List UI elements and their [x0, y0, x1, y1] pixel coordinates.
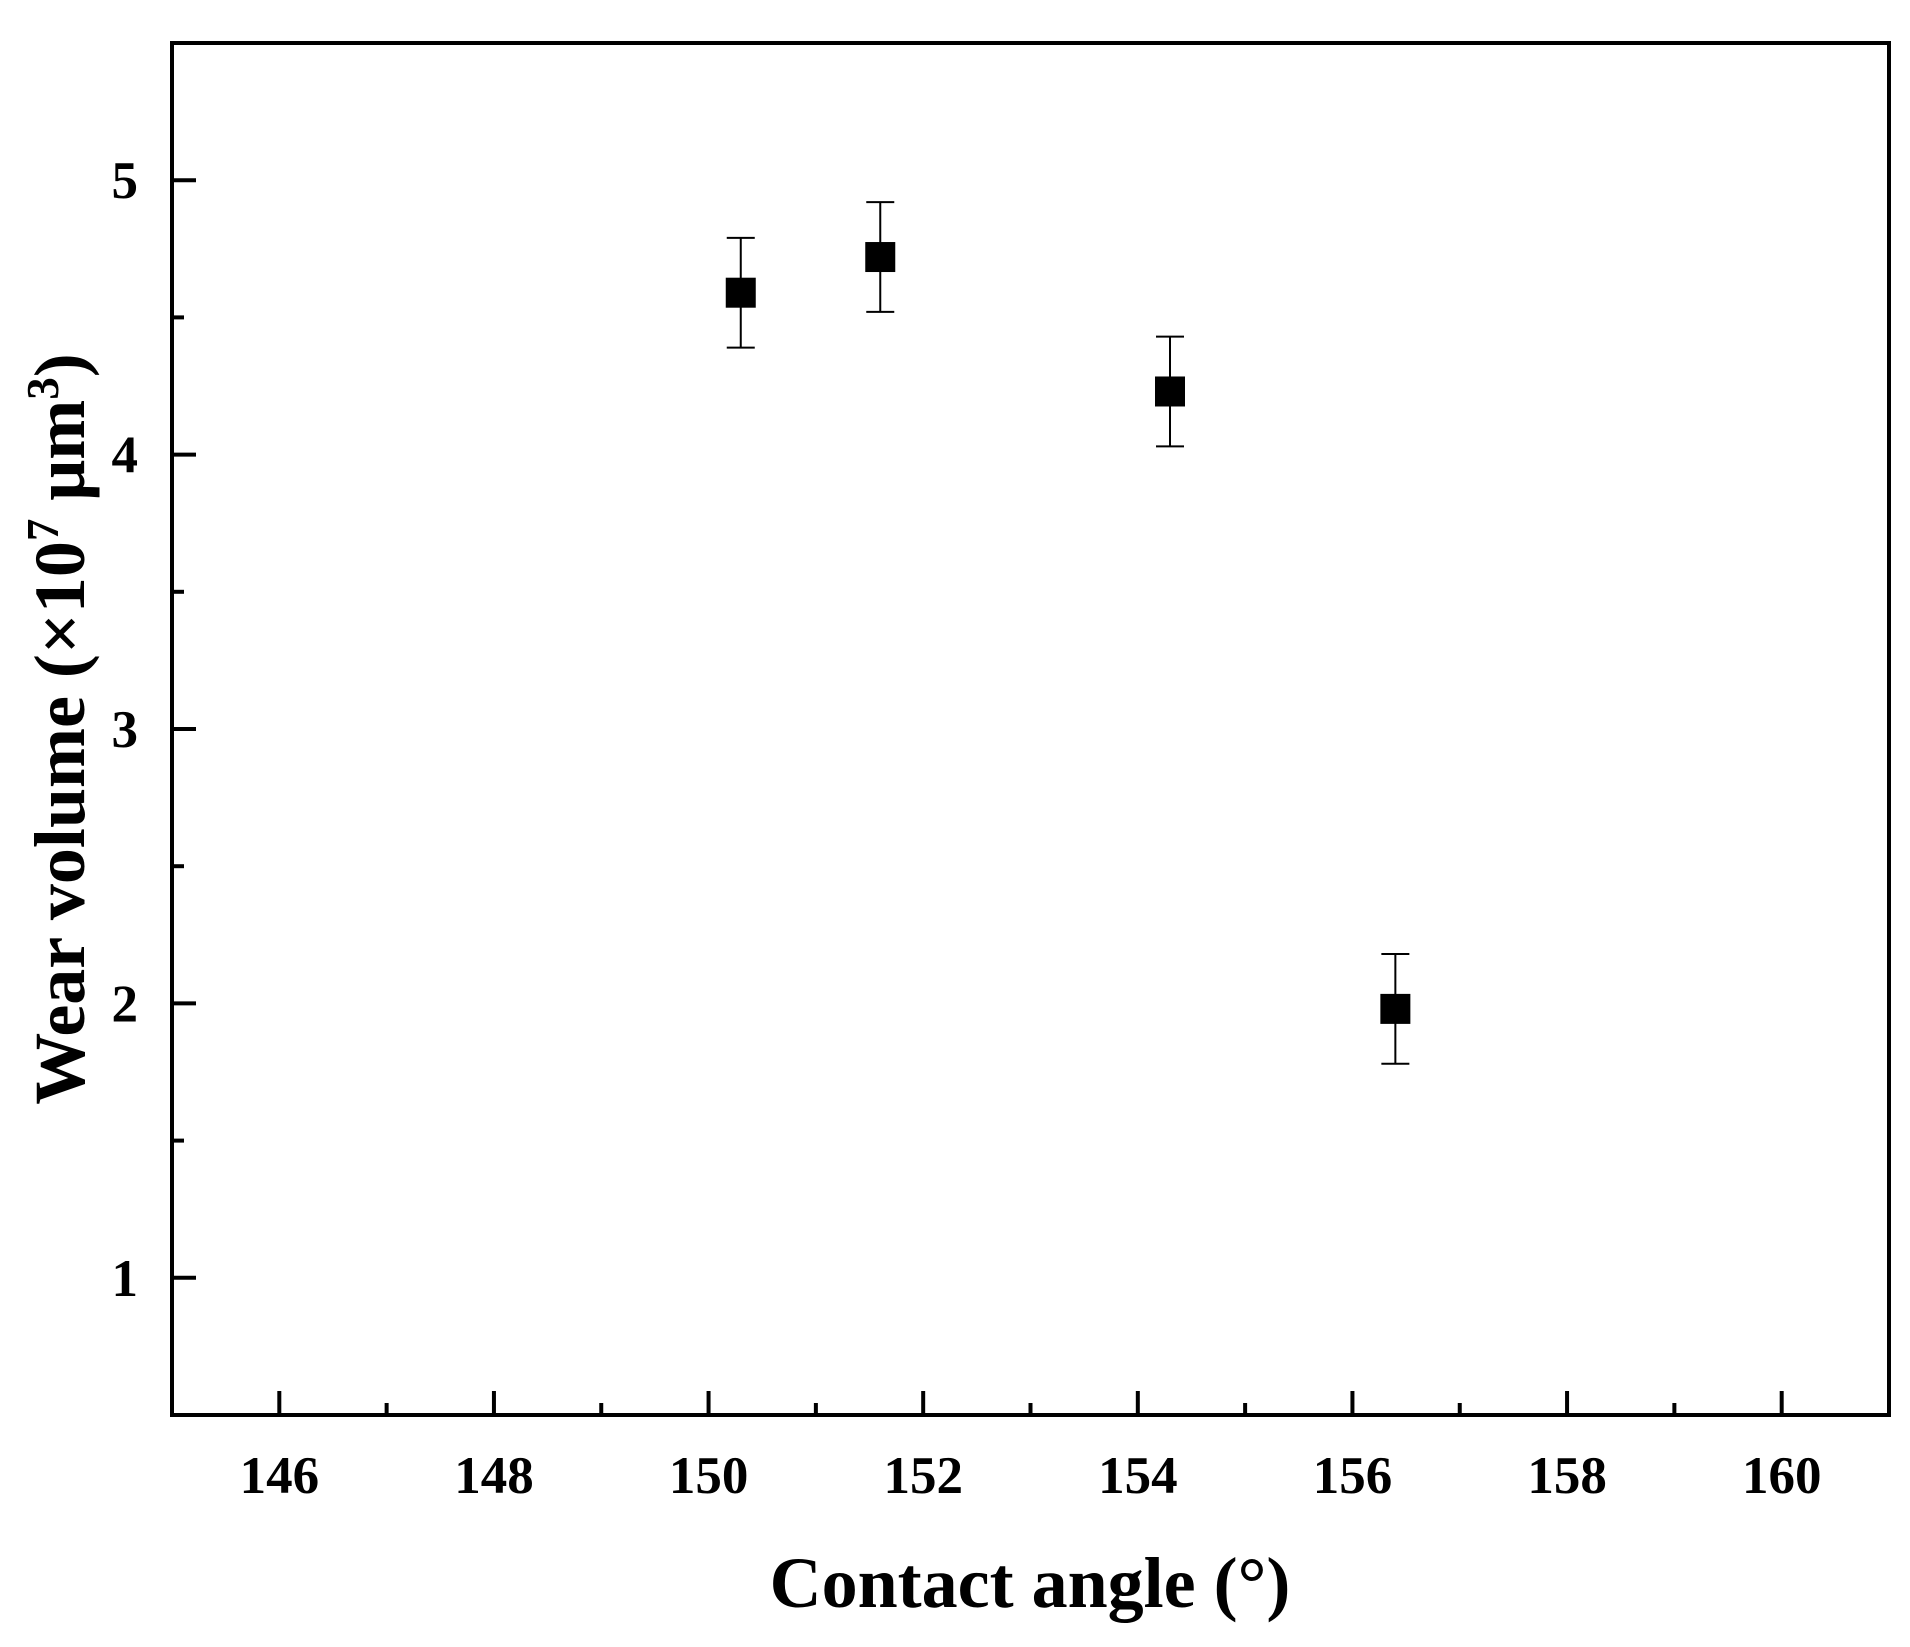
y-axis-title-close: ): [20, 353, 100, 377]
x-tick-label: 154: [1098, 1447, 1178, 1505]
y-tick-label: 4: [112, 427, 139, 485]
x-tick-label: 146: [240, 1447, 320, 1505]
x-tick-label: 148: [454, 1447, 534, 1505]
x-tick-label: 152: [883, 1447, 963, 1505]
y-axis-ticks: 1 2 3 4 5: [112, 152, 196, 1308]
x-axis-ticks: 146 148 150 152 154 156 158 160: [240, 1391, 1822, 1505]
data-points: [725, 201, 1411, 1065]
plot-frame: [170, 41, 1891, 1417]
x-tick-label: 158: [1527, 1447, 1607, 1505]
data-point-marker: [1380, 993, 1411, 1024]
x-tick-label: 160: [1742, 1447, 1822, 1505]
y-tick-label: 1: [112, 1250, 139, 1308]
x-tick-label: 156: [1313, 1447, 1393, 1505]
y-tick-label: 5: [112, 152, 139, 210]
y-tick-label: 2: [112, 975, 139, 1033]
y-axis-title: Wear volume (×107 μm3): [18, 353, 100, 1104]
data-point-marker: [725, 277, 756, 308]
x-tick-label: 150: [669, 1447, 749, 1505]
data-point-marker: [1155, 376, 1186, 407]
y-axis-title-unit: μm: [20, 400, 100, 519]
data-point-marker: [865, 242, 896, 273]
y-axis-title-exponent-7: 7: [18, 519, 68, 542]
x-axis-title: Contact angle (°): [770, 1543, 1291, 1623]
y-tick-label: 3: [112, 701, 139, 759]
y-axis-title-main: Wear volume (×10: [20, 541, 100, 1105]
y-axis-title-exponent-3: 3: [18, 377, 68, 400]
